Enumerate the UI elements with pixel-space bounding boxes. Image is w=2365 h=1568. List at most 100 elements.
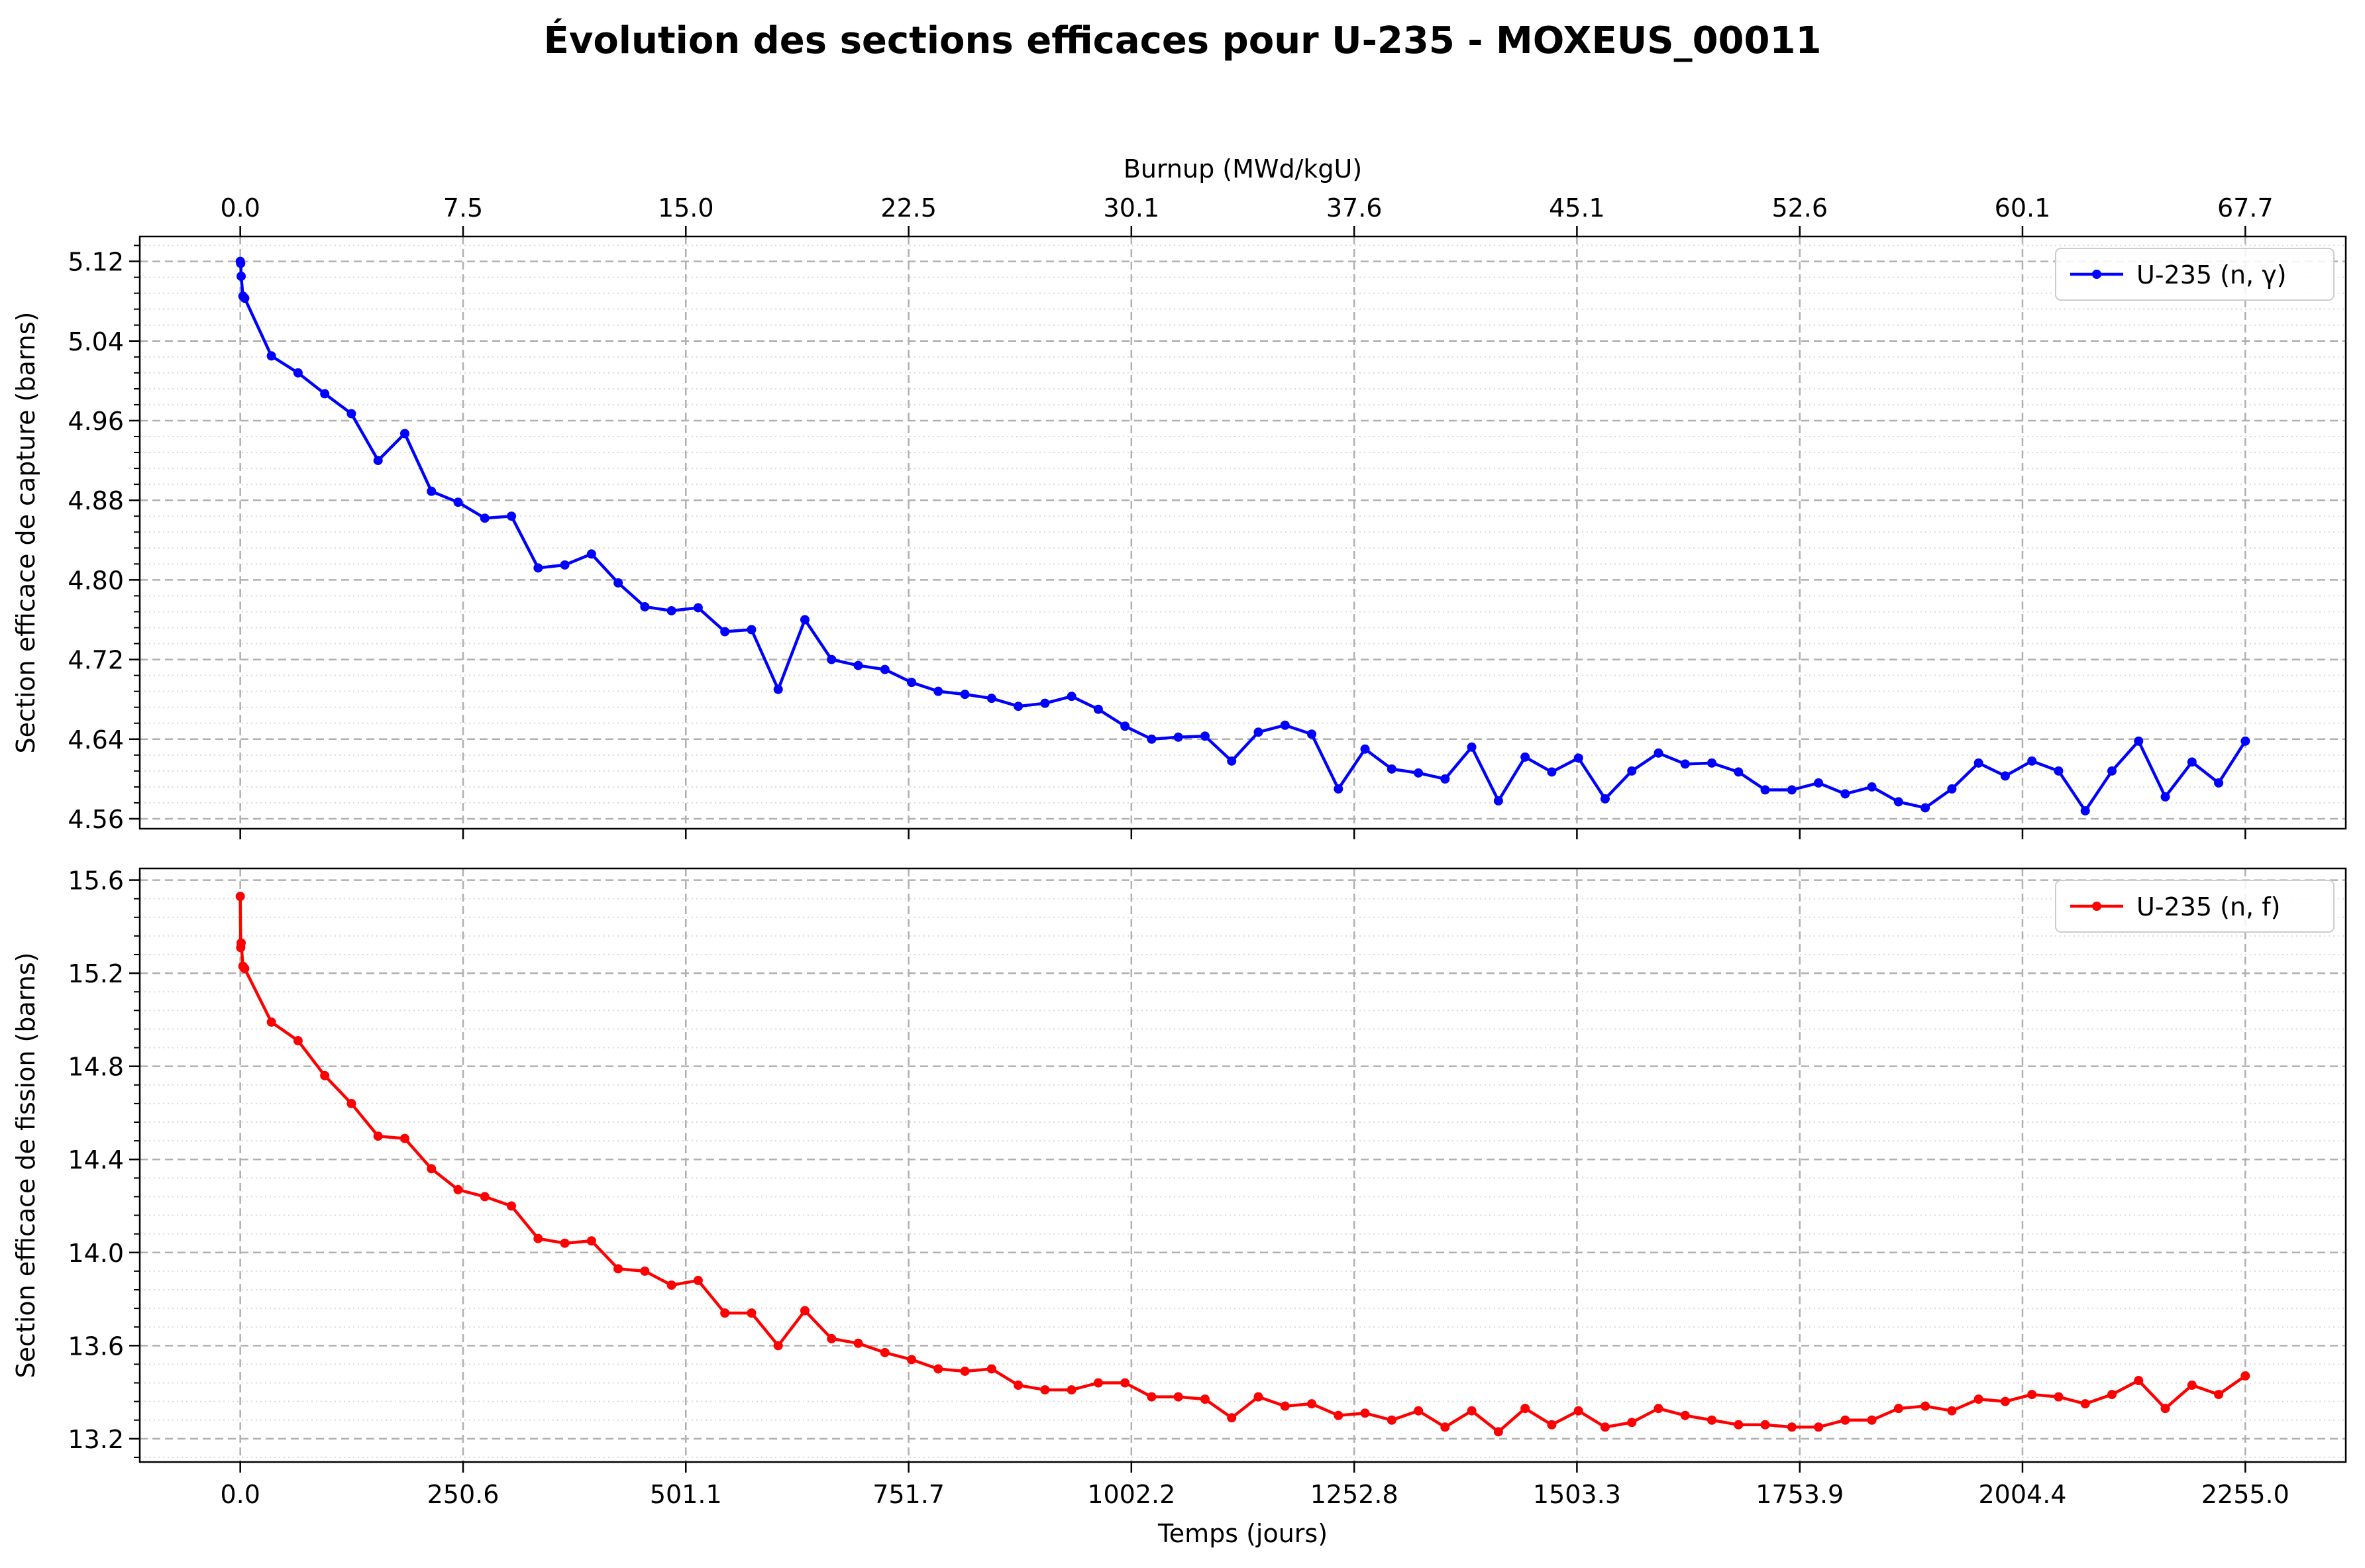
y-tick-label: 14.8 [68,1053,124,1082]
data-point [399,429,409,439]
data-point [1600,1422,1610,1432]
data-point [533,563,543,573]
data-point [1387,1415,1396,1425]
y-tick-label: 5.04 [68,327,124,356]
data-point [1334,1410,1343,1420]
data-point [1147,1392,1157,1402]
x-tick-label: 501.1 [650,1480,722,1509]
data-point [1040,698,1050,708]
data-point [960,1366,970,1376]
data-point [480,513,490,523]
data-point [1840,1415,1850,1425]
data-point [1093,704,1103,714]
data-point [2054,766,2064,776]
data-point [427,1164,437,1174]
x-tick-label: 1753.9 [1756,1480,1844,1509]
data-point [1067,692,1077,702]
data-point [1147,734,1157,744]
data-point [586,1236,596,1246]
legend-box [2055,248,2335,301]
data-point [236,938,246,948]
data-point [293,368,303,378]
figure-title: Évolution des sections efficaces pour U-… [544,19,1822,62]
data-point [773,684,783,694]
axes-frame [138,867,2347,1463]
data-point [1814,1422,1824,1432]
y-tick-label: 4.96 [68,407,124,436]
data-point [720,627,730,637]
data-point [2000,1396,2010,1406]
grid-lines [134,868,2346,1462]
y-tick-label: 4.88 [68,486,124,515]
data-point [986,1364,996,1374]
data-point [1280,1401,1290,1411]
data-point [1787,1422,1797,1432]
data-point [236,258,246,268]
x2-tick-label: 15.0 [658,193,714,223]
data-point [1600,794,1610,804]
data-point [453,497,463,507]
data-point [346,1098,356,1108]
data-point [1440,1422,1450,1432]
data-point [666,605,676,615]
data-point [1014,1381,1024,1390]
series-line [238,896,2246,1434]
data-point [1867,782,1877,792]
data-point [827,654,837,664]
data-point [1547,767,1557,777]
data-point [1173,1392,1183,1402]
fission-cross-section-panel: 13.2 13.6 14.0 14.4 14.8 15.2 15.6 0.0 250.6 501.… [11,866,2347,1548]
data-point [933,686,943,696]
data-point [1467,742,1477,752]
x-tick-label: 1002.2 [1087,1480,1175,1509]
data-point [1067,1385,1077,1395]
data-point [1307,729,1317,739]
data-point [853,660,863,670]
data-point [1253,1392,1263,1402]
data-point [640,601,650,611]
data-point [533,1233,543,1243]
data-point [1414,1406,1424,1416]
data-point [1414,768,1424,778]
data-point [773,1341,783,1351]
data-point [1573,753,1583,763]
data-point [1173,732,1183,742]
data-point [640,1266,650,1276]
data-point [1734,1420,1744,1430]
data-point [2160,1404,2170,1414]
y-tick-label: 5.12 [68,248,124,277]
y-tick-label: 13.2 [68,1425,124,1454]
data-point [907,678,917,688]
data-point [560,560,570,570]
data-point [1227,756,1237,766]
data-point [880,1347,890,1357]
data-point [240,964,250,974]
data-point [399,1133,409,1143]
data-point [853,1338,863,1348]
data-point [800,1306,810,1316]
grid-lines [134,236,2346,829]
legend: U-235 (n, f) [2055,880,2335,933]
data-point [346,409,356,419]
data-point [293,1036,303,1046]
x2-tick-label: 52.6 [1771,193,1828,223]
data-point [2214,1390,2224,1400]
data-point [747,1308,757,1318]
data-point [1947,784,1957,794]
data-point [1893,797,1903,807]
data-point [613,1264,623,1274]
series [235,256,2250,815]
x2-tick-label: 67.7 [2217,193,2274,223]
data-point [1920,1401,1930,1411]
data-point [1627,1418,1637,1428]
data-point [693,603,703,613]
data-point [1093,1378,1103,1388]
x-tick-label: 250.6 [427,1480,499,1509]
data-point [720,1308,730,1318]
x-axis-label: Temps (jours) [1157,1519,1328,1548]
legend-label: U-235 (n, f) [2136,892,2280,921]
data-point [2107,766,2117,776]
data-point [1947,1406,1957,1416]
data-point [1867,1415,1877,1425]
series [235,892,2250,1437]
